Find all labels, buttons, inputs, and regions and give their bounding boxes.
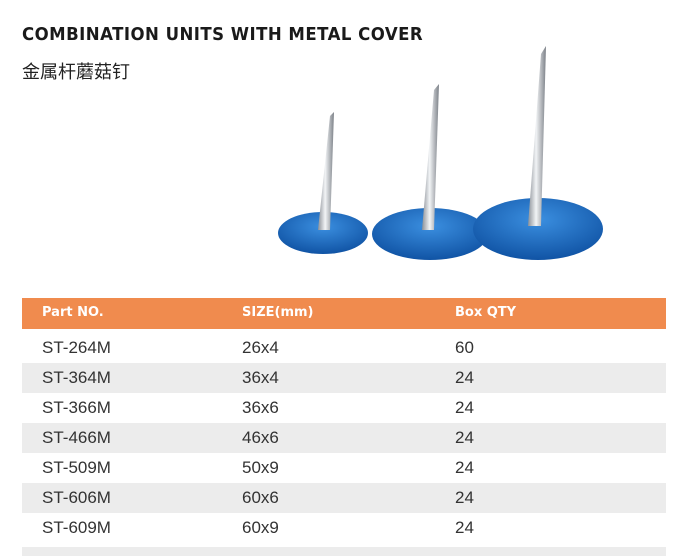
table-cell: ST-509M [42, 458, 111, 477]
column-header: Part NO. [42, 305, 104, 320]
table-cell: ST-366M [42, 398, 111, 417]
table-cell: ST-264M [42, 338, 111, 357]
table-cell: 36x6 [242, 398, 279, 417]
table-cell: ST-609M [42, 518, 111, 537]
table-row: ST-606M 60x6 24 [22, 483, 666, 513]
table-cell: ST-364M [42, 368, 111, 387]
product-image [278, 46, 603, 260]
table-row: ST-466M 46x6 24 [22, 423, 666, 453]
plug-medium [372, 84, 488, 260]
title: COMBINATION UNITS WITH METAL COVER [22, 24, 424, 45]
column-header: Box QTY [455, 305, 517, 320]
row-stripe [22, 547, 666, 556]
subtitle: 金属杆蘑菇钉 [22, 62, 130, 82]
table-row: ST-364M 36x4 24 [22, 363, 666, 393]
table-cell: 46x6 [242, 428, 279, 447]
table-row: ST-264M 26x4 60 [22, 333, 666, 363]
table-cell: 50x9 [242, 458, 279, 477]
header-row: Part NO. SIZE(mm) Box QTY [22, 298, 666, 329]
table-cell: 60x9 [242, 518, 279, 537]
table-cell: ST-466M [42, 428, 111, 447]
table-row: ST-366M 36x6 24 [22, 393, 666, 423]
plug-large [473, 46, 603, 260]
table-cell: 24 [455, 428, 474, 447]
table-cell: 60 [455, 338, 474, 357]
table-cell: 24 [455, 458, 474, 477]
column-header: SIZE(mm) [242, 305, 314, 320]
table-cell: 36x4 [242, 368, 279, 387]
table-row: ST-509M 50x9 24 [22, 453, 666, 483]
table-row: ST-609M 60x9 24 [22, 513, 666, 543]
table-cell: 24 [455, 398, 474, 417]
plug-small [278, 112, 368, 254]
table: Part NO. SIZE(mm) Box QTY ST-264M 26x4 60 ST-3… [22, 298, 666, 543]
table-cell: ST-606M [42, 488, 111, 507]
table-cell: 24 [455, 518, 474, 537]
table-cell: 26x4 [242, 338, 279, 357]
table-cell: 24 [455, 368, 474, 387]
table-cell: 24 [455, 488, 474, 507]
table-cell: 60x6 [242, 488, 279, 507]
